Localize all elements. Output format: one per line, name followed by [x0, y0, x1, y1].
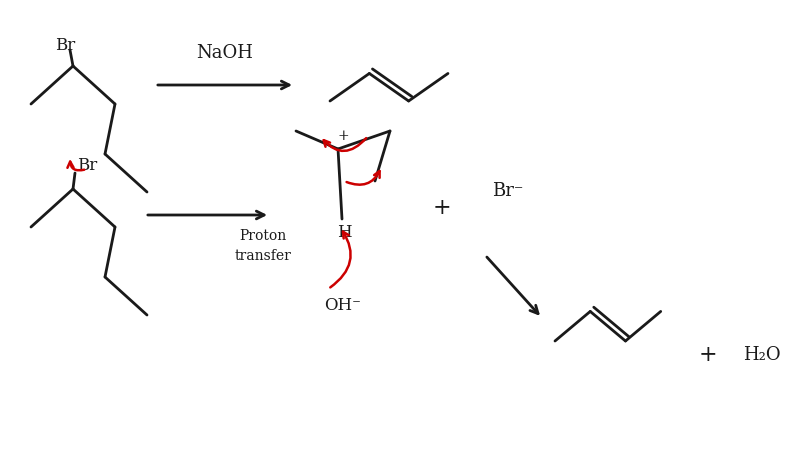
Text: +: + — [337, 129, 349, 143]
Text: Proton: Proton — [239, 229, 286, 243]
Text: +: + — [698, 344, 718, 366]
Text: +: + — [433, 197, 451, 219]
Text: transfer: transfer — [234, 249, 291, 263]
Text: H₂O: H₂O — [743, 346, 781, 364]
Text: Br: Br — [55, 38, 75, 55]
Text: Br: Br — [77, 157, 98, 175]
Text: NaOH: NaOH — [197, 44, 254, 62]
Text: Br⁻: Br⁻ — [492, 182, 524, 200]
Text: OH⁻: OH⁻ — [325, 298, 362, 314]
Text: H: H — [337, 225, 351, 242]
